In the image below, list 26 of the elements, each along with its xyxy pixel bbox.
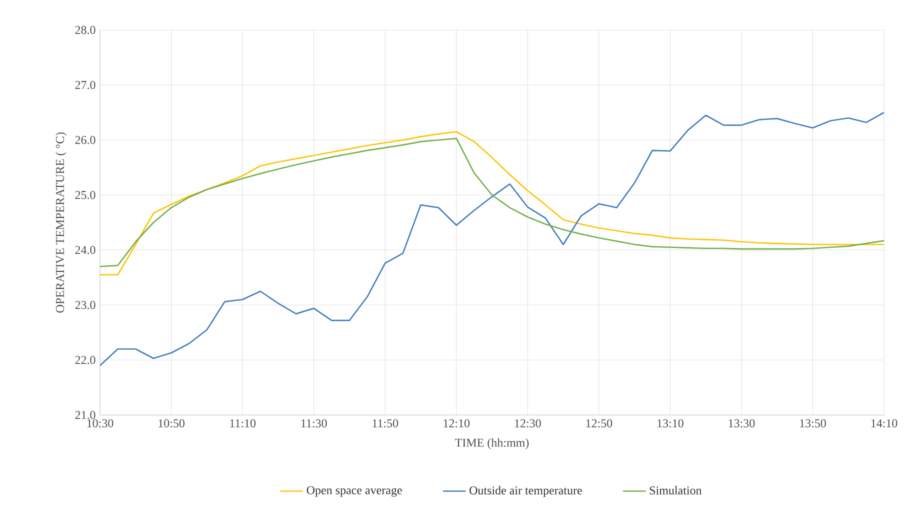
x-axis-title: TIME (hh:mm): [455, 438, 529, 450]
legend-label: Simulation: [650, 486, 702, 494]
line-series: [100, 112, 884, 366]
y-tick-label: 28.0: [75, 26, 96, 34]
x-tick-label: 11:30: [301, 419, 327, 428]
x-tick-label: 12:30: [515, 419, 541, 428]
x-tick-label: 13:30: [728, 419, 755, 428]
x-tick-label: 13:50: [800, 419, 826, 428]
x-tick-label: 11:50: [372, 419, 398, 428]
y-tick-label: 22.0: [75, 356, 96, 364]
y-axis-title: OPERATIVE TEMPERATURE ( °C): [56, 132, 66, 313]
x-tick-label: 14:10: [871, 419, 898, 428]
y-tick-label: 23.0: [75, 300, 96, 310]
y-tick-label: 26.0: [75, 136, 96, 144]
y-tick-label: 24.0: [75, 246, 96, 254]
x-tick-label: 11:10: [230, 419, 256, 428]
x-tick-label: 12:50: [586, 419, 612, 428]
x-tick-label: 10:50: [158, 419, 184, 428]
y-tick-label: 25.0: [75, 190, 96, 200]
x-tick-label: 12:10: [444, 419, 470, 428]
legend-label: Outside air temperature: [470, 486, 582, 497]
legend-label: Open space average: [306, 486, 402, 497]
y-tick-label: 27.0: [75, 80, 96, 90]
y-tick-label: 21.0: [75, 410, 96, 420]
x-tick-label: 13:10: [658, 419, 684, 428]
x-tick-label: 10:30: [87, 419, 114, 428]
